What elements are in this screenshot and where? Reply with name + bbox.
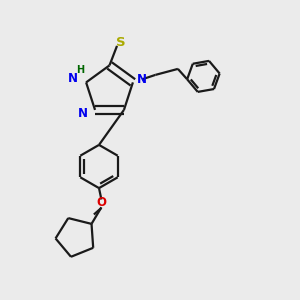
- Text: O: O: [96, 196, 106, 209]
- Text: H: H: [76, 65, 84, 75]
- Text: N: N: [78, 107, 88, 120]
- Text: N: N: [68, 72, 78, 85]
- Text: N: N: [137, 73, 147, 86]
- Text: S: S: [116, 36, 125, 49]
